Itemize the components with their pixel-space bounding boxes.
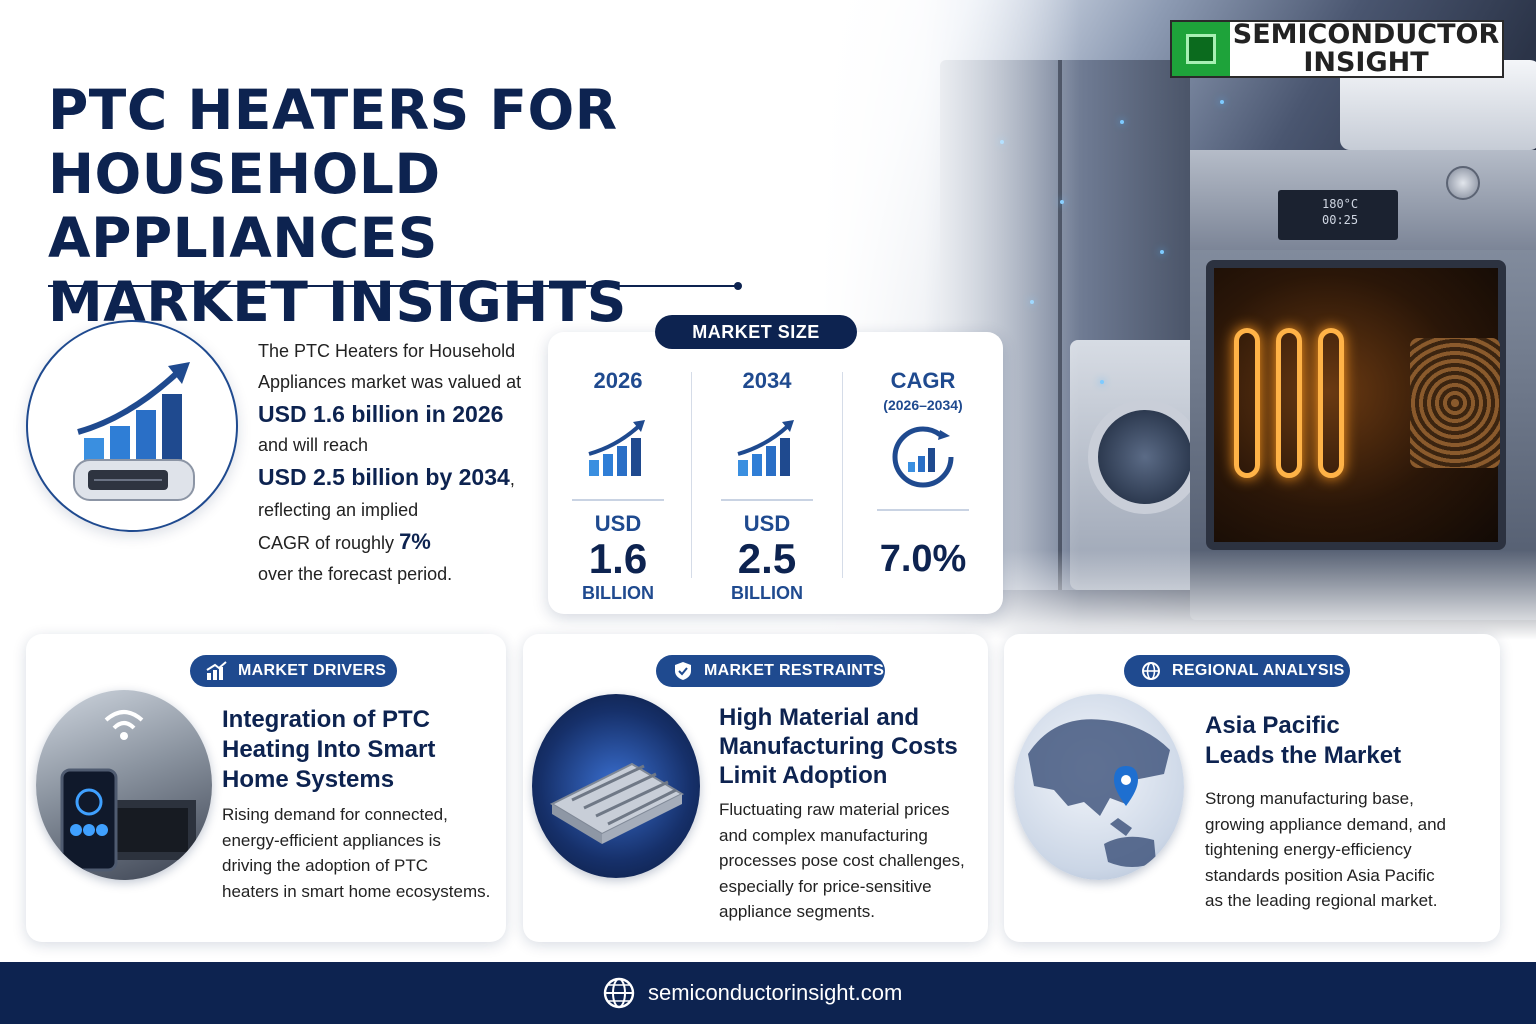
market-size-2026-value: 1.6	[588, 535, 648, 582]
market-size-cagr: CAGR (2026–2034) 7.0%	[853, 366, 993, 581]
restraints-body: Fluctuating raw material prices and comp…	[719, 797, 981, 925]
world-map-illustration	[1028, 719, 1170, 867]
footer-bar: semiconductorinsight.com	[0, 962, 1536, 1024]
chart-up-icon	[206, 661, 227, 680]
intro-line-1: The PTC Heaters for Household	[258, 341, 516, 361]
restraints-body-3: processes pose cost challenges,	[719, 851, 965, 870]
restraints-title-3: Limit Adoption	[719, 762, 888, 789]
heater-growth-illustration	[26, 320, 238, 532]
intro-line-5: CAGR of roughly	[258, 533, 400, 553]
restraints-body-1: Fluctuating raw material prices	[719, 800, 950, 819]
market-size-cagr-value: 7.0%	[879, 538, 967, 580]
restraints-body-2: and complex manufacturing	[719, 825, 928, 845]
regional-body: Strong manufacturing base, growing appli…	[1205, 786, 1490, 914]
restraints-body-4: especially for price-sensitive	[719, 876, 932, 896]
regional-body-5: as the leading regional market.	[1205, 891, 1438, 910]
ptc-element-illustration	[549, 762, 685, 844]
market-size-2034-value: 2.5	[737, 535, 797, 582]
brand-logo: SEMICONDUCTOR INSIGHT	[1170, 20, 1504, 78]
market-size-label: MARKET SIZE	[655, 315, 857, 349]
market-drivers-label: MARKET DRIVERS	[190, 655, 397, 687]
market-size-2034-unit: BILLION	[731, 583, 803, 603]
market-size-2026-currency: USD	[594, 511, 642, 536]
logo-text-line1: SEMICONDUCTOR	[1232, 19, 1500, 50]
restraints-body-5: appliance segments.	[719, 902, 875, 921]
oven-fan	[1410, 338, 1500, 468]
regional-title-2: Leads the Market	[1205, 742, 1402, 769]
regional-analysis-label: REGIONAL ANALYSIS	[1124, 655, 1350, 687]
chart-up-icon	[73, 362, 195, 501]
intro-line-3: and will reach	[258, 435, 369, 455]
market-size-2034: 2034 USD 2.5 BILLION	[697, 366, 837, 605]
logo-text-line2: INSIGHT	[1303, 47, 1429, 78]
oven-illustration: 180°C 00:25	[1190, 150, 1536, 620]
regional-title-1: Asia Pacific	[1205, 712, 1340, 739]
website-link[interactable]: semiconductorinsight.com	[648, 980, 903, 1005]
title-line-1: PTC HEATERS FOR	[48, 78, 618, 142]
regional-body-4: standards position Asia Pacific	[1205, 865, 1435, 885]
market-size-2026-year: 2026	[593, 368, 643, 393]
regional-title: Asia Pacific Leads the Market	[1205, 711, 1485, 771]
drivers-body-2: energy-efficient appliances is	[222, 830, 441, 850]
drivers-body: Rising demand for connected, energy-effi…	[222, 802, 502, 904]
globe-icon	[1142, 662, 1160, 680]
intro-value-2026: USD 1.6 billion in 2026	[258, 401, 504, 427]
location-pin-icon	[1114, 766, 1138, 806]
market-restraints-text: MARKET RESTRAINTS	[704, 662, 885, 679]
wifi-icon	[104, 710, 144, 722]
oven-cavity	[1206, 260, 1506, 550]
oven-knob	[1446, 166, 1480, 200]
restraints-title: High Material and Manufacturing Costs Li…	[719, 703, 979, 790]
oven-display: 180°C 00:25	[1278, 190, 1398, 240]
market-size-cagr-label: CAGR	[890, 368, 956, 393]
market-size-2034-year: 2034	[742, 368, 792, 393]
intro-line-4: reflecting an implied	[258, 500, 419, 520]
market-drivers-text: MARKET DRIVERS	[238, 662, 387, 679]
regional-body-2: growing appliance demand, and	[1205, 814, 1447, 834]
cagr-cycle-icon	[892, 426, 954, 488]
shield-icon	[675, 662, 691, 680]
smart-home-photo	[36, 690, 212, 880]
market-size-cagr-range: (2026–2034)	[883, 397, 963, 413]
regional-body-3: tightening energy-efficiency	[1205, 840, 1412, 859]
drivers-title-1: Integration of PTC	[222, 706, 430, 733]
intro-comma: ,	[509, 469, 515, 489]
regional-analysis-text: REGIONAL ANALYSIS	[1172, 662, 1345, 679]
heater-element-photo	[532, 694, 700, 878]
restraints-title-1: High Material and	[719, 704, 920, 731]
chip-icon	[1172, 22, 1230, 76]
regional-body-1: Strong manufacturing base,	[1205, 789, 1414, 808]
smart-phone-illustration	[60, 710, 196, 872]
restraints-title-2: Manufacturing Costs	[719, 733, 958, 760]
intro-summary: The PTC Heaters for Household Appliances…	[258, 336, 548, 590]
drivers-title: Integration of PTC Heating Into Smart Ho…	[222, 705, 492, 795]
page-title: PTC HEATERS FOR HOUSEHOLD APPLIANCES MAR…	[48, 78, 808, 334]
intro-line-6: over the forecast period.	[258, 564, 453, 584]
intro-cagr: 7%	[399, 529, 431, 554]
intro-value-2034: USD 2.5 billion by 2034	[258, 464, 510, 490]
market-restraints-label: MARKET RESTRAINTS	[656, 655, 885, 687]
title-divider	[48, 282, 742, 290]
drivers-title-3: Home Systems	[222, 766, 395, 793]
market-size-2026-unit: BILLION	[582, 583, 654, 603]
asia-pacific-map	[1014, 694, 1184, 880]
intro-line-2: Appliances market was valued at	[258, 372, 522, 392]
chart-up-icon	[737, 420, 794, 476]
oven-display-time: 00:25	[1322, 213, 1359, 227]
chart-up-icon	[588, 420, 645, 476]
market-size-2026: 2026 USD 1.6 BILLION	[548, 366, 688, 605]
drivers-body-1: Rising demand for connected,	[222, 805, 448, 824]
globe-icon	[603, 977, 635, 1009]
drivers-body-3: driving the adoption of PTC	[222, 856, 429, 875]
drivers-body-4: heaters in smart home ecosystems.	[222, 881, 491, 901]
market-size-2034-currency: USD	[743, 511, 791, 536]
oven-display-temp: 180°C	[1322, 197, 1359, 211]
drivers-title-2: Heating Into Smart	[222, 736, 436, 763]
title-line-2: HOUSEHOLD APPLIANCES	[48, 142, 441, 270]
